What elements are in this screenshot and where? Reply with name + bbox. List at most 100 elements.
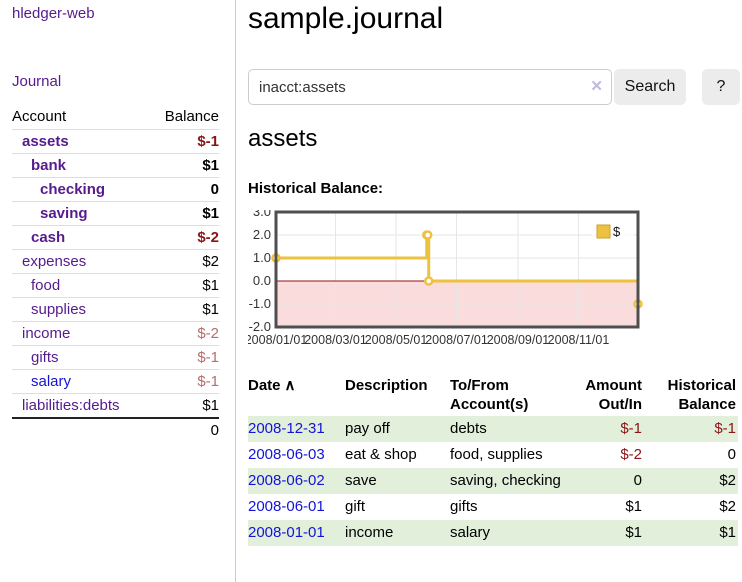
- search-input[interactable]: [248, 69, 612, 105]
- account-link[interactable]: assets: [22, 133, 69, 150]
- svg-text:2008/09/01: 2008/09/01: [487, 333, 550, 347]
- search-button[interactable]: Search: [614, 69, 686, 105]
- account-balance: $2: [202, 253, 219, 270]
- accounts-table: Account Balance assets $-1 bank $1 check…: [12, 105, 219, 442]
- transaction-date-link[interactable]: 2008-06-01: [248, 498, 325, 515]
- account-link[interactable]: liabilities:debts: [22, 397, 120, 414]
- account-balance: $-2: [197, 325, 219, 342]
- account-link[interactable]: food: [31, 277, 61, 294]
- account-link[interactable]: supplies: [31, 301, 87, 318]
- register-amount-cell: $-1: [620, 420, 642, 437]
- account-link[interactable]: expenses: [22, 253, 87, 270]
- svg-text:3.0: 3.0: [253, 210, 271, 219]
- account-row: gifts $-1: [12, 345, 219, 370]
- account-row: bank $1: [12, 153, 219, 178]
- register-balance-cell: $-1: [714, 420, 736, 437]
- transaction-date-link[interactable]: 2008-01-01: [248, 524, 325, 541]
- transaction-date-link[interactable]: 2008-06-02: [248, 472, 325, 489]
- transaction-date-link[interactable]: 2008-12-31: [248, 420, 325, 437]
- historical-balance-chart: $3.0 2.0 1.0 0.0 -1.0 -2.0 2008/01/01 2008/03/0…: [245, 204, 742, 358]
- account-row: assets $-1: [12, 129, 219, 154]
- register-row: 2008-01-01 income salary $1 $1: [248, 520, 738, 546]
- register-amount-cell: $1: [625, 498, 642, 515]
- svg-text:2008/01/01: 2008/01/01: [248, 333, 307, 347]
- svg-text:2008/05/01: 2008/05/01: [365, 333, 428, 347]
- account-balance: $1: [202, 157, 219, 174]
- register-date-cell: 2008-06-03: [248, 442, 345, 468]
- register-header-balance: Historical Balance: [667, 377, 736, 413]
- account-row: supplies $1: [12, 297, 219, 322]
- chart-label: Historical Balance:: [248, 180, 384, 197]
- register-amount-cell: 0: [633, 472, 642, 489]
- account-row: salary $-1: [12, 369, 219, 394]
- account-link[interactable]: bank: [31, 157, 67, 174]
- account-balance: $1: [202, 397, 219, 414]
- account-cell: cash: [12, 226, 150, 250]
- account-link[interactable]: income: [22, 325, 71, 342]
- accounts-total-row: 0: [12, 418, 219, 442]
- account-cell: income: [12, 322, 150, 346]
- account-cell: supplies: [12, 298, 150, 322]
- help-button[interactable]: ?: [702, 69, 740, 105]
- register-header-row: Date ∧ Description To/From Account(s) Amo…: [248, 374, 738, 416]
- account-balance: $1: [202, 301, 219, 318]
- main-content: sample.journal ✕ Search ? assets Histori…: [236, 0, 742, 582]
- nav-journal-link[interactable]: Journal: [12, 73, 62, 90]
- account-cell: saving: [12, 202, 150, 226]
- register-row: 2008-06-01 gift gifts $1 $2: [248, 494, 738, 520]
- register-header-amount: Amount Out/In: [585, 377, 642, 413]
- register-balance-cell: $2: [719, 498, 736, 515]
- account-cell: expenses: [12, 250, 150, 274]
- account-link[interactable]: checking: [40, 181, 106, 198]
- account-row: expenses $2: [12, 249, 219, 274]
- accounts-header-row: Account Balance: [12, 105, 219, 130]
- account-row: liabilities:debts $1: [12, 393, 219, 419]
- svg-text:1.0: 1.0: [253, 250, 271, 265]
- svg-text:-2.0: -2.0: [249, 319, 271, 334]
- register-header-description: Description: [345, 377, 428, 394]
- register-row: 2008-06-02 save saving, checking 0 $2: [248, 468, 738, 494]
- register-row: 2008-06-03 eat & shop food, supplies $-2…: [248, 442, 738, 468]
- account-cell: checking: [12, 178, 150, 202]
- accounts-total-value: 0: [210, 422, 219, 439]
- account-link[interactable]: saving: [40, 205, 88, 222]
- brand-link[interactable]: hledger-web: [12, 5, 95, 22]
- register-description-cell: gift: [345, 498, 366, 515]
- register-balance-cell: 0: [727, 446, 736, 463]
- account-row: food $1: [12, 273, 219, 298]
- register-header-date-label: Date: [248, 377, 281, 394]
- register-header-date[interactable]: Date ∧: [248, 374, 345, 416]
- svg-text:$: $: [613, 224, 621, 239]
- account-heading: assets: [248, 125, 318, 152]
- transaction-date-link[interactable]: 2008-06-03: [248, 446, 325, 463]
- page-title: sample.journal: [248, 2, 444, 35]
- brand: hledger-web: [12, 5, 221, 23]
- accounts-total-spacer: [12, 418, 150, 442]
- account-cell: salary: [12, 370, 150, 394]
- register-accounts-cell: salary: [450, 524, 491, 541]
- account-balance: 0: [210, 181, 219, 198]
- account-cell: bank: [12, 154, 150, 178]
- account-cell: liabilities:debts: [12, 394, 150, 419]
- register-date-cell: 2008-01-01: [248, 520, 345, 546]
- register-header-accounts: To/From Account(s): [450, 377, 529, 413]
- account-cell: assets: [12, 130, 150, 154]
- account-link[interactable]: cash: [31, 229, 66, 246]
- register-description-cell: eat & shop: [345, 446, 417, 463]
- account-link[interactable]: gifts: [31, 349, 59, 366]
- register-date-cell: 2008-06-01: [248, 494, 345, 520]
- register-amount-cell: $1: [625, 524, 642, 541]
- register-description-cell: pay off: [345, 420, 390, 437]
- chart-svg: $3.0 2.0 1.0 0.0 -1.0 -2.02008/01/012008/03/0…: [245, 204, 643, 347]
- svg-text:2008/07/01: 2008/07/01: [425, 333, 488, 347]
- register-accounts-cell: saving, checking: [450, 472, 561, 489]
- account-link[interactable]: salary: [31, 373, 72, 390]
- svg-text:0.0: 0.0: [253, 273, 271, 288]
- account-balance: $-2: [197, 229, 219, 246]
- accounts-header-balance: Balance: [164, 108, 219, 125]
- clear-search-icon[interactable]: ✕: [590, 78, 603, 95]
- account-balance: $-1: [197, 133, 219, 150]
- account-row: cash $-2: [12, 225, 219, 250]
- account-cell: food: [12, 274, 150, 298]
